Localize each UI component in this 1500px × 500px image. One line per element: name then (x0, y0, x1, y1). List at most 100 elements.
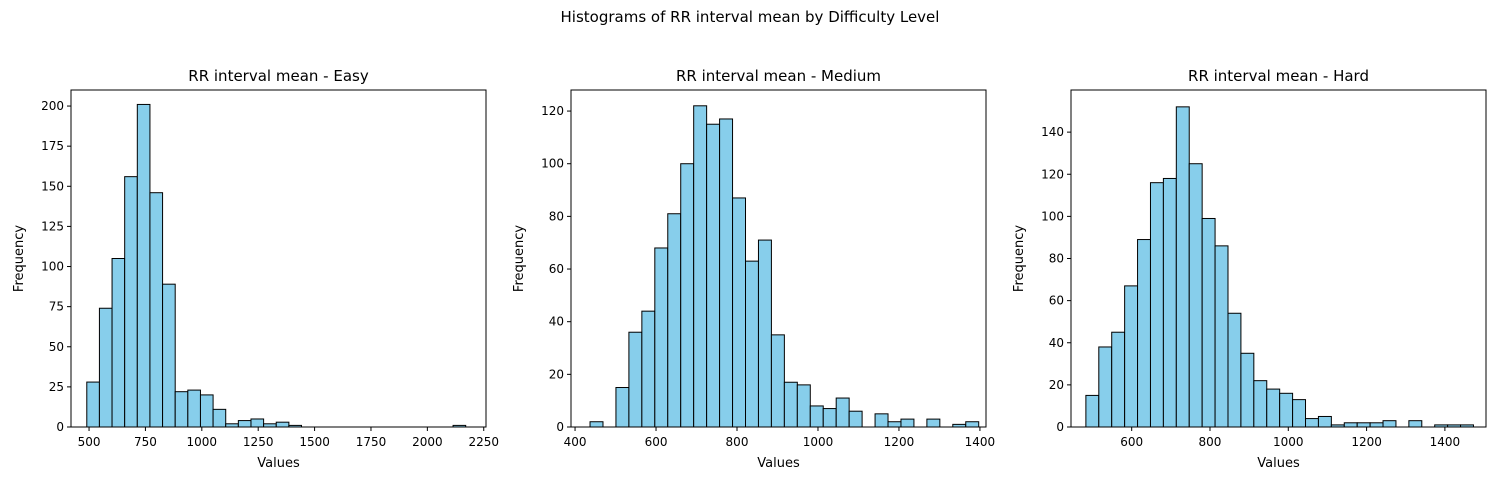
histogram-bar (1162, 177, 1177, 428)
y-tick-label: 40 (1049, 336, 1064, 350)
histogram-bar (199, 394, 214, 428)
histogram-bar (693, 105, 708, 428)
y-axis-label: Frequency (1012, 225, 1027, 292)
histogram-bar (926, 418, 941, 428)
histogram-bar (237, 420, 252, 428)
x-tick-label: 2000 (412, 435, 443, 449)
histogram-bar (1408, 420, 1423, 428)
histogram-bar (1085, 394, 1100, 428)
x-tick-label: 800 (726, 435, 749, 449)
histogram-bar (680, 163, 695, 428)
histogram-bar (1343, 422, 1358, 428)
figure-suptitle: Histograms of RR interval mean by Diffic… (561, 8, 940, 26)
x-axis-label: Values (1257, 456, 1300, 471)
histogram-bar (1240, 352, 1255, 428)
histogram-bar (98, 307, 113, 428)
y-tick-label: 20 (549, 367, 564, 381)
histogram-bar (1382, 420, 1397, 428)
y-tick-label: 125 (41, 219, 64, 233)
x-tick-label: 600 (1120, 435, 1143, 449)
histogram-bar (615, 387, 630, 428)
histogram-bar (900, 418, 915, 428)
histogram-bar (667, 213, 682, 428)
y-tick-label: 140 (1041, 125, 1064, 139)
histogram-bar (745, 260, 759, 428)
y-tick-label: 100 (1041, 209, 1064, 223)
histogram-bar (111, 258, 126, 428)
histogram-bar (1111, 331, 1126, 428)
histogram-bar (965, 421, 980, 428)
histogram-bar (822, 408, 837, 428)
histogram-bar (809, 405, 824, 428)
histogram-bar (1305, 418, 1319, 428)
histogram-bar (174, 391, 189, 428)
y-tick-label: 60 (549, 262, 564, 276)
x-tick-label: 800 (1199, 435, 1222, 449)
x-tick-label: 1200 (884, 435, 915, 449)
histogram-bar (1279, 392, 1294, 428)
histogram-bar (1266, 388, 1281, 428)
histogram-bar (124, 176, 138, 428)
x-tick-label: 1000 (1273, 435, 1304, 449)
y-tick-label: 0 (556, 420, 564, 434)
histogram-bars (589, 105, 980, 428)
x-tick-label: 600 (645, 435, 668, 449)
histogram-bar (275, 421, 290, 428)
panel-medium: RR interval mean - Medium Values Frequen… (512, 67, 995, 471)
histogram-bar (1137, 239, 1151, 428)
x-axis-label: Values (257, 456, 300, 471)
x-axis-label: Values (757, 456, 800, 471)
axes-frame (70, 89, 487, 428)
x-tick-label: 1750 (356, 435, 387, 449)
y-tick-label: 120 (541, 104, 564, 118)
histogram-bar (1369, 422, 1384, 428)
x-tick-label: 1400 (965, 435, 996, 449)
x-tick-label: 2250 (468, 435, 499, 449)
histogram-bar (1317, 415, 1332, 428)
y-axis-label: Frequency (512, 225, 527, 292)
histogram-bar (1292, 399, 1307, 428)
y-tick-label: 75 (49, 300, 64, 314)
histogram-bar (1356, 422, 1371, 428)
panel-easy: RR interval mean - Easy Values Frequency… (12, 67, 499, 471)
y-tick-label: 200 (41, 99, 64, 113)
panel-hard: RR interval mean - Hard Values Frequency… (1012, 67, 1487, 471)
histogram-bar (1253, 380, 1268, 428)
histogram-bar (1175, 106, 1190, 428)
histogram-bar (770, 334, 785, 428)
y-tick-label: 25 (49, 380, 64, 394)
histogram-bar (1098, 346, 1113, 428)
x-tick-label: 400 (564, 435, 587, 449)
y-axis-label: Frequency (12, 225, 27, 292)
y-tick-label: 20 (1049, 378, 1064, 392)
histogram-bar (706, 123, 721, 428)
histogram-bar (641, 310, 656, 428)
x-tick-label: 1400 (1430, 435, 1461, 449)
y-tick-label: 80 (549, 209, 564, 223)
y-tick-label: 0 (56, 420, 64, 434)
panel-title: RR interval mean - Hard (1188, 67, 1369, 85)
histogram-bar (835, 397, 850, 428)
histogram-bar (732, 197, 747, 428)
histogram-bar (887, 421, 902, 428)
histogram-bar (654, 247, 669, 428)
x-tick-label: 1200 (1351, 435, 1382, 449)
panel-title: RR interval mean - Easy (188, 67, 369, 85)
y-tick-label: 100 (541, 157, 564, 171)
histogram-bar (187, 389, 201, 428)
y-tick-label: 50 (49, 340, 64, 354)
y-tick-label: 80 (1049, 252, 1064, 266)
histogram-bar (783, 381, 798, 428)
y-tick-label: 175 (41, 139, 64, 153)
x-tick-label: 1250 (243, 435, 274, 449)
x-tick-label: 1000 (803, 435, 834, 449)
histogram-bar (796, 384, 811, 428)
histogram-bar (250, 418, 265, 428)
histogram-bar (1201, 217, 1216, 428)
histogram-bar (1188, 163, 1203, 428)
histogram-bar (149, 192, 164, 428)
histogram-bar (86, 381, 100, 428)
panel-title: RR interval mean - Medium (676, 67, 881, 85)
x-tick-label: 1500 (299, 435, 330, 449)
